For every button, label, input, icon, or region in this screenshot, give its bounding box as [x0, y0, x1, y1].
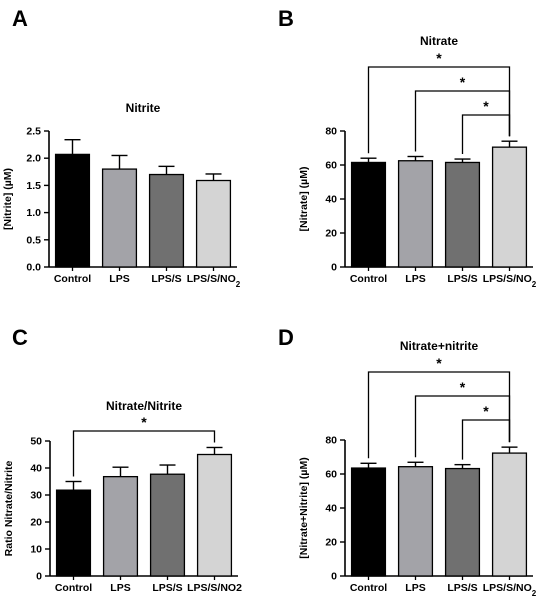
y-tick-label: 0.0: [26, 262, 41, 274]
y-tick-label: 20: [325, 228, 337, 240]
x-tick-label: LPS/S: [152, 582, 182, 594]
bar: [444, 161, 481, 268]
chart-panel-d: Nitrate+nitrite [Nitrate+Nitrite] (µM) 0…: [298, 339, 537, 598]
bar: [491, 452, 528, 577]
bar: [491, 146, 528, 268]
y-tick-label: 10: [30, 544, 42, 556]
x-tick-label: LPS: [109, 273, 129, 285]
bar: [397, 160, 434, 268]
y-tick-label: 1.0: [26, 207, 41, 219]
significance-bracket: [367, 371, 511, 459]
y-axis-label: [Nitrate] (µM): [298, 167, 310, 232]
chart-title: Nitrite: [126, 101, 161, 115]
panel-letter: D: [278, 325, 294, 350]
x-tick-label: LPS/S/NO2: [483, 582, 537, 598]
y-tick-label: 80: [325, 435, 337, 447]
significance-star: *: [460, 379, 466, 395]
x-tick-label: LPS: [110, 582, 130, 594]
y-tick-label: 0: [331, 262, 337, 274]
y-tick-label: 60: [325, 469, 337, 481]
y-tick-label: 2.5: [26, 126, 41, 138]
x-tick-label: LPS/S: [447, 273, 477, 285]
x-tick-label: LPS/S/NO2: [187, 582, 242, 594]
chart-panel-a: Nitrite [Nitrite] (µM) 0.0 0.5 1.0 1.5 2.0 2.…: [2, 101, 241, 289]
y-tick-label: 40: [30, 463, 42, 475]
x-tick-label: LPS/S: [447, 582, 477, 594]
x-tick-label: LPS: [405, 582, 425, 594]
x-tick-label: Control: [350, 273, 387, 285]
y-tick-label: 0.5: [26, 234, 41, 246]
y-tick-label: 30: [30, 490, 42, 502]
chart-title: Nitrate+nitrite: [400, 339, 479, 353]
x-tick-label: Control: [54, 273, 91, 285]
significance-bracket: [414, 395, 511, 458]
bar: [397, 466, 434, 577]
significance-bracket: [461, 419, 511, 460]
panel-letter: A: [12, 6, 28, 31]
significance-star: *: [483, 98, 489, 114]
y-tick-label: 40: [325, 503, 337, 515]
bar: [444, 467, 481, 577]
x-tick-label: Control: [55, 582, 92, 594]
y-axis-label: [Nitrite] (µM): [2, 168, 14, 230]
bar: [195, 179, 232, 268]
bar: [149, 473, 186, 577]
significance-star: *: [460, 74, 466, 90]
significance-bracket: [461, 114, 511, 155]
bar: [54, 153, 91, 268]
y-tick-label: 0: [331, 571, 337, 583]
panel-letter: B: [278, 6, 294, 31]
significance-star: *: [436, 355, 442, 371]
significance-bracket: [72, 430, 216, 477]
y-tick-label: 60: [325, 160, 337, 172]
bar: [148, 173, 185, 268]
y-tick-label: 2.0: [26, 153, 41, 165]
x-tick-label: LPS/S/NO2: [187, 273, 241, 289]
bar: [350, 467, 387, 577]
significance-star: *: [141, 414, 147, 430]
bar: [350, 161, 387, 268]
bar: [55, 489, 92, 577]
y-tick-label: 0: [36, 571, 42, 583]
x-tick-label: LPS: [405, 273, 425, 285]
chart-title: Nitrate/Nitrite: [106, 399, 182, 413]
y-tick-label: 50: [30, 436, 42, 448]
significance-star: *: [483, 403, 489, 419]
y-tick-label: 1.5: [26, 180, 41, 192]
y-tick-label: 20: [325, 537, 337, 549]
x-tick-label: LPS/S: [151, 273, 181, 285]
y-tick-label: 20: [30, 517, 42, 529]
panel-letter: C: [12, 325, 28, 350]
significance-bracket: [367, 66, 511, 154]
chart-title: Nitrate: [420, 34, 458, 48]
chart-panel-c: Nitrate/Nitrite Ratio Nitrate/Nitrite 0 1…: [3, 399, 242, 594]
bar: [196, 453, 233, 577]
y-tick-label: 40: [325, 194, 337, 206]
significance-star: *: [436, 50, 442, 66]
y-axis-label: Ratio Nitrate/Nitrite: [3, 461, 15, 557]
y-axis-label: [Nitrate+Nitrite] (µM): [298, 457, 310, 558]
y-tick-label: 80: [325, 126, 337, 138]
bar: [102, 475, 139, 577]
x-tick-label: LPS/S/NO2: [483, 273, 537, 289]
x-tick-label: Control: [350, 582, 387, 594]
bar: [101, 168, 138, 268]
significance-bracket: [414, 90, 511, 152]
chart-panel-b: Nitrate [Nitrate] (µM) 0 20 40 60 80 Control L…: [298, 34, 537, 289]
